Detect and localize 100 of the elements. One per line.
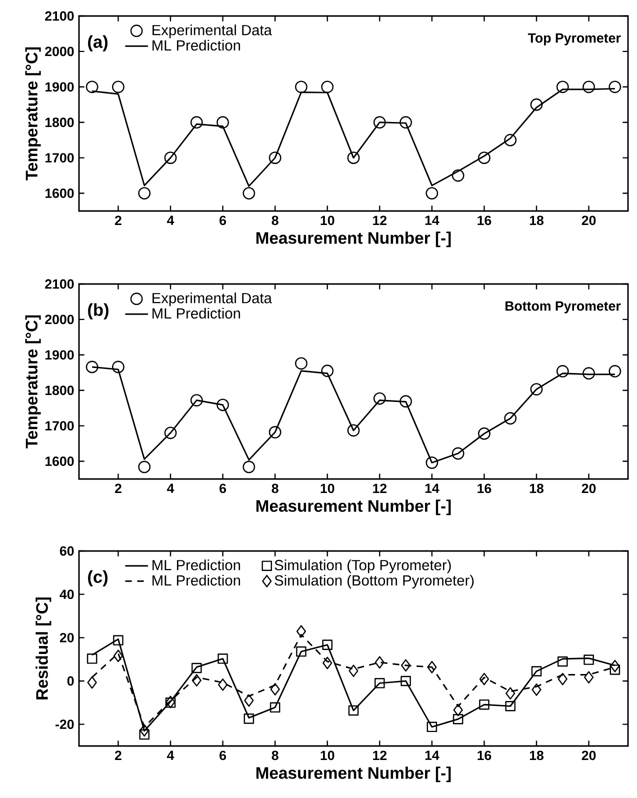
x-tick-label: 14 bbox=[425, 750, 440, 760]
point bbox=[347, 152, 360, 164]
point bbox=[479, 699, 490, 710]
point bbox=[296, 625, 306, 638]
y-axis-title: Temperature [°C] bbox=[25, 47, 41, 180]
point bbox=[322, 640, 332, 650]
point bbox=[190, 116, 203, 129]
point bbox=[87, 676, 97, 689]
y-tick-label: 1700 bbox=[45, 421, 74, 431]
point bbox=[452, 447, 464, 460]
point bbox=[584, 654, 594, 665]
point bbox=[426, 456, 438, 469]
y-tick-label: 2000 bbox=[45, 314, 74, 324]
x-tick-label: 10 bbox=[320, 216, 334, 226]
y-tick-label: -20 bbox=[56, 720, 74, 730]
point bbox=[452, 169, 464, 182]
x-tick-label: 16 bbox=[478, 216, 492, 226]
point bbox=[140, 724, 150, 737]
x-tick-label: 4 bbox=[167, 750, 174, 760]
point bbox=[216, 116, 229, 129]
point bbox=[374, 656, 384, 669]
y-tick-label: 40 bbox=[60, 590, 74, 600]
x-tick-label: 6 bbox=[220, 216, 226, 226]
point bbox=[322, 656, 332, 670]
x-tick-label: 4 bbox=[167, 216, 174, 225]
x-tick-label: 12 bbox=[373, 484, 387, 494]
point bbox=[244, 694, 254, 707]
point bbox=[164, 152, 177, 164]
point bbox=[86, 360, 98, 374]
point bbox=[582, 80, 595, 94]
y-tick-label: 2000 bbox=[45, 46, 74, 56]
point bbox=[268, 426, 282, 438]
x-tick-label: 20 bbox=[582, 484, 596, 494]
x-tick-label: 14 bbox=[425, 216, 440, 225]
x-tick-label: 20 bbox=[582, 750, 596, 760]
point bbox=[86, 80, 98, 94]
point bbox=[400, 116, 412, 129]
x-tick-label: 20 bbox=[582, 216, 596, 226]
point bbox=[556, 365, 569, 378]
x-tick-label: 16 bbox=[478, 750, 492, 760]
point bbox=[270, 683, 280, 696]
legend-label: ML Prediction bbox=[152, 574, 240, 586]
legend-label: ML Prediction bbox=[152, 308, 240, 319]
point bbox=[530, 383, 543, 396]
point bbox=[505, 700, 516, 712]
annotation: Bottom Pyrometer bbox=[505, 301, 621, 314]
y-tick-label: 1700 bbox=[45, 153, 74, 163]
y-tick-label: 60 bbox=[60, 546, 74, 556]
x-tick-label: 18 bbox=[530, 484, 544, 494]
point bbox=[610, 664, 620, 675]
y-tick-label: 1800 bbox=[45, 386, 74, 396]
point bbox=[426, 722, 438, 732]
x-tick-label: 2 bbox=[114, 484, 122, 494]
point bbox=[295, 357, 308, 370]
x-tick-label: 18 bbox=[530, 750, 544, 760]
point bbox=[400, 395, 412, 408]
annotation: (b) bbox=[88, 303, 108, 320]
y-axis-title: Residual [°C] bbox=[36, 597, 52, 700]
point bbox=[558, 656, 568, 667]
point bbox=[270, 702, 280, 713]
point bbox=[558, 672, 568, 686]
x-axis-title: Measurement Number [-] bbox=[256, 500, 451, 516]
x-tick-label: 10 bbox=[320, 484, 334, 494]
point bbox=[242, 187, 256, 200]
point bbox=[610, 660, 620, 672]
point bbox=[608, 80, 622, 94]
legend-label: Simulation (Bottom Pyrometer) bbox=[274, 574, 474, 588]
point bbox=[373, 392, 386, 405]
point bbox=[506, 687, 516, 700]
x-tick-label: 14 bbox=[425, 484, 440, 493]
y-tick-label: 1600 bbox=[45, 456, 74, 466]
point bbox=[113, 635, 124, 646]
point bbox=[479, 672, 490, 686]
point bbox=[113, 650, 124, 662]
point bbox=[295, 80, 308, 94]
point bbox=[218, 654, 228, 664]
legend-label: Experimental Data bbox=[152, 292, 272, 306]
point bbox=[244, 714, 254, 724]
x-tick-label: 2 bbox=[114, 750, 122, 760]
y-tick-label: 2100 bbox=[45, 11, 74, 21]
point bbox=[138, 460, 151, 474]
point bbox=[218, 678, 228, 691]
point bbox=[374, 678, 385, 688]
point bbox=[164, 426, 177, 440]
point bbox=[453, 704, 463, 716]
annotation: (a) bbox=[88, 35, 108, 52]
x-axis-title: Measurement Number [-] bbox=[256, 766, 451, 782]
legend-label: ML Prediction bbox=[152, 560, 240, 570]
point bbox=[112, 360, 124, 374]
point bbox=[426, 187, 438, 200]
x-tick-label: 4 bbox=[167, 484, 174, 493]
legend-label: Simulation (Top Pyrometer) bbox=[274, 560, 451, 574]
point bbox=[112, 80, 124, 94]
y-axis-title: Temperature [°C] bbox=[25, 315, 41, 448]
point bbox=[348, 705, 359, 716]
point bbox=[584, 671, 594, 684]
point bbox=[138, 187, 151, 200]
point bbox=[192, 662, 202, 674]
point bbox=[296, 646, 306, 657]
x-tick-label: 8 bbox=[272, 484, 278, 494]
